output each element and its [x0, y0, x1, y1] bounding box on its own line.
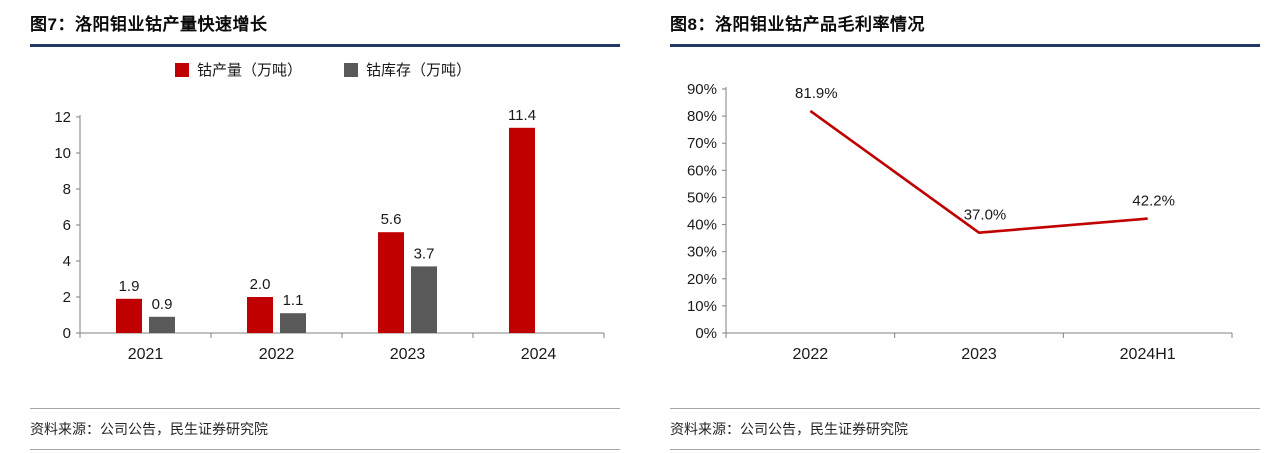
bar — [280, 313, 306, 333]
y-tick-label: 10 — [54, 145, 71, 162]
y-tick-label: 80% — [687, 108, 717, 125]
figure7-footer: 资料来源：公司公告，民生证券研究院 — [30, 408, 620, 450]
x-tick-label: 2022 — [259, 346, 295, 363]
x-tick-label: 2023 — [390, 346, 426, 363]
legend-swatch — [344, 63, 358, 77]
figure7-source-text: 资料来源：公司公告，民生证券研究院 — [30, 421, 268, 437]
figure7-title: 图7：洛阳钼业钴产量快速增长 — [30, 10, 620, 47]
x-tick-label: 2023 — [961, 346, 997, 363]
x-tick-label: 2021 — [128, 346, 164, 363]
y-tick-label: 0 — [63, 325, 71, 342]
bar-value-label: 1.1 — [283, 292, 304, 309]
y-tick-label: 2 — [63, 289, 71, 306]
y-tick-label: 90% — [687, 81, 717, 98]
bar — [411, 266, 437, 333]
bar-value-label: 0.9 — [152, 296, 173, 313]
x-tick-label: 2024 — [521, 346, 557, 363]
bar-value-label: 11.4 — [508, 107, 536, 124]
figure8-footer: 资料来源：公司公告，民生证券研究院 — [670, 408, 1260, 450]
y-tick-label: 70% — [687, 135, 717, 152]
figure8-source-text: 资料来源：公司公告，民生证券研究院 — [670, 421, 908, 437]
y-tick-label: 0% — [695, 325, 717, 342]
bar-value-label: 2.0 — [250, 276, 271, 293]
figure7-panel: 图7：洛阳钼业钴产量快速增长 钴产量（万吨） 钴库存（万吨） 0 2 4 6 8 10 12 20… — [30, 10, 620, 450]
figure8-line-chart: 0% 10% 20% 30% 40% 50% 60% 70% 80% 90% 2022 2023 202… — [687, 81, 1233, 363]
y-tick-label: 10% — [687, 298, 717, 315]
bar — [378, 232, 404, 333]
y-tick-label: 20% — [687, 271, 717, 288]
figure8-panel: 图8：洛阳钼业钴产品毛利率情况 0% 10% 20% 30% 40% 50% 60% 70% 8… — [670, 10, 1260, 450]
legend-swatch — [175, 63, 189, 77]
y-tick-label: 30% — [687, 244, 717, 261]
bar-value-label: 5.6 — [381, 211, 402, 228]
y-tick-label: 60% — [687, 162, 717, 179]
bar — [149, 316, 175, 333]
y-tick-label: 6 — [63, 217, 71, 234]
bar — [247, 297, 273, 333]
point-data-label: 42.2% — [1132, 193, 1175, 210]
y-tick-label: 8 — [63, 181, 71, 198]
point-data-label: 81.9% — [795, 85, 838, 102]
y-tick-label: 40% — [687, 217, 717, 234]
x-tick-label: 2022 — [793, 346, 829, 363]
bar-value-label: 3.7 — [414, 245, 435, 262]
bar — [116, 298, 142, 333]
bar — [509, 127, 535, 333]
legend-label: 钴库存（万吨） — [366, 62, 471, 79]
figure8-title: 图8：洛阳钼业钴产品毛利率情况 — [670, 10, 1260, 47]
point-data-label: 37.0% — [964, 207, 1007, 224]
figure7-bar-chart: 钴产量（万吨） 钴库存（万吨） 0 2 4 6 8 10 12 2021 1.9 0.9 2022 2.0… — [54, 62, 605, 363]
margin-line — [809, 109, 1148, 234]
bar-value-label: 1.9 — [119, 278, 140, 295]
legend-label: 钴产量（万吨） — [197, 62, 302, 79]
x-tick-label: 2024H1 — [1120, 346, 1176, 363]
y-tick-label: 50% — [687, 189, 717, 206]
y-tick-label: 4 — [63, 253, 71, 270]
y-tick-label: 12 — [54, 109, 71, 126]
